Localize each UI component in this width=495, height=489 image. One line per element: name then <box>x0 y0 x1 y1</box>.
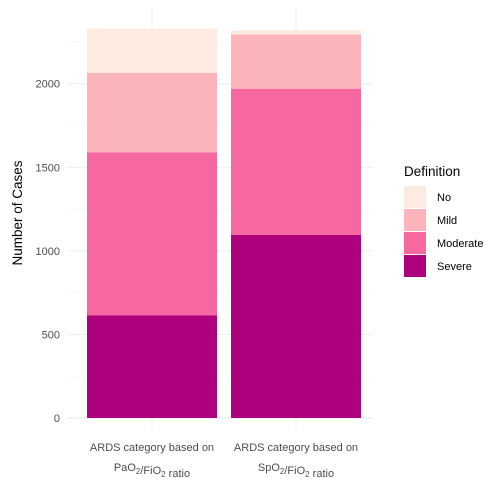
legend-swatch-severe <box>404 255 426 277</box>
x-category-label: ARDS category based on <box>234 442 358 454</box>
legend-label-no: No <box>437 192 451 204</box>
x-category-sublabel: PaO2/FiO2 ratio <box>114 462 190 480</box>
legend: Definition No Mild Moderate Severe <box>404 164 483 277</box>
y-axis-ticks: 0 500 1000 1500 2000 <box>36 79 60 425</box>
bar-segment-severe <box>231 234 361 418</box>
y-tick-label: 500 <box>42 329 60 341</box>
bar-segment-severe <box>87 315 217 418</box>
legend-title: Definition <box>404 164 460 179</box>
y-tick-label: 1500 <box>36 162 60 174</box>
x-axis-labels: ARDS category based on PaO2/FiO2 ratio ARD… <box>90 442 358 480</box>
bars <box>87 28 361 418</box>
bar-segment-moderate <box>87 152 217 316</box>
legend-label-mild: Mild <box>437 215 457 227</box>
legend-swatch-no <box>404 186 426 208</box>
x-category-sublabel: SpO2/FiO2 ratio <box>258 462 334 480</box>
bar-segment-no <box>231 30 361 35</box>
bar-segment-mild <box>87 72 217 153</box>
legend-swatch-moderate <box>404 232 426 254</box>
legend-swatch-mild <box>404 209 426 231</box>
legend-label-severe: Severe <box>437 261 472 273</box>
bar-segment-moderate <box>231 88 361 235</box>
bar-segment-mild <box>231 34 361 89</box>
y-tick-label: 2000 <box>36 79 60 91</box>
y-tick-label: 0 <box>54 413 60 425</box>
x-category-label: ARDS category based on <box>90 442 214 454</box>
legend-label-moderate: Moderate <box>437 238 483 250</box>
y-tick-label: 1000 <box>36 246 60 258</box>
y-axis-title: Number of Cases <box>10 160 25 265</box>
bar-segment-no <box>87 28 217 73</box>
